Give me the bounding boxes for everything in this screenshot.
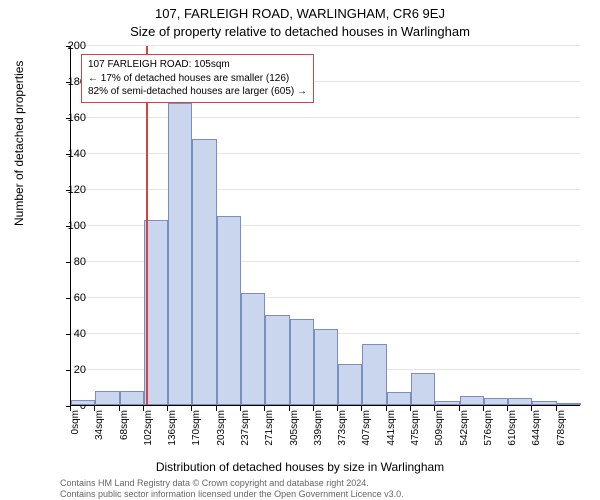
xtick-label: 644sqm	[531, 410, 542, 470]
xtick-label: 271sqm	[264, 410, 275, 470]
xtick-label: 136sqm	[167, 410, 178, 470]
xtick-label: 678sqm	[556, 410, 567, 470]
xtick-label: 237sqm	[240, 410, 251, 470]
histogram-bar	[265, 315, 289, 405]
histogram-bar	[314, 329, 338, 405]
histogram-bar	[217, 216, 241, 405]
footer-line2: Contains public sector information licen…	[60, 489, 404, 500]
histogram-bar	[484, 398, 508, 405]
histogram-bar	[532, 401, 556, 405]
histogram-bar	[435, 401, 459, 405]
histogram-bar	[95, 391, 119, 405]
xtick-label: 34sqm	[94, 410, 105, 470]
histogram-bar	[71, 400, 95, 405]
xtick-label: 305sqm	[289, 410, 300, 470]
histogram-bar	[557, 403, 581, 405]
histogram-bar	[168, 103, 192, 405]
xtick-label: 170sqm	[191, 410, 202, 470]
xtick-label: 339sqm	[313, 410, 324, 470]
histogram-bar	[460, 396, 484, 405]
histogram-bar	[411, 373, 435, 405]
chart-container: 107, FARLEIGH ROAD, WARLINGHAM, CR6 9EJ …	[0, 0, 600, 500]
xtick-label: 542sqm	[459, 410, 470, 470]
footer-attribution: Contains HM Land Registry data © Crown c…	[60, 478, 404, 500]
xtick-label: 475sqm	[410, 410, 421, 470]
xtick-label: 373sqm	[337, 410, 348, 470]
annotation-line3: 82% of semi-detached houses are larger (…	[88, 85, 307, 99]
xtick-label: 610sqm	[507, 410, 518, 470]
xtick-label: 0sqm	[70, 410, 81, 470]
xtick-label: 68sqm	[119, 410, 130, 470]
histogram-bar	[192, 139, 216, 405]
xtick-label: 576sqm	[483, 410, 494, 470]
histogram-bar	[338, 364, 362, 405]
xtick-label: 102sqm	[143, 410, 154, 470]
title-main: 107, FARLEIGH ROAD, WARLINGHAM, CR6 9EJ	[0, 6, 600, 21]
annotation-line2: ← 17% of detached houses are smaller (12…	[88, 72, 307, 86]
xtick-label: 407sqm	[361, 410, 372, 470]
histogram-bar	[508, 398, 532, 405]
footer-line1: Contains HM Land Registry data © Crown c…	[60, 478, 404, 489]
annotation-line1: 107 FARLEIGH ROAD: 105sqm	[88, 58, 307, 72]
histogram-bar	[387, 392, 411, 405]
xtick-label: 203sqm	[216, 410, 227, 470]
histogram-bar	[290, 319, 314, 405]
title-sub: Size of property relative to detached ho…	[0, 24, 600, 39]
histogram-bar	[120, 391, 144, 405]
histogram-bar	[362, 344, 386, 405]
y-axis-label: Number of detached properties	[12, 61, 26, 226]
annotation-box: 107 FARLEIGH ROAD: 105sqm← 17% of detach…	[81, 54, 314, 103]
plot-area: 107 FARLEIGH ROAD: 105sqm← 17% of detach…	[70, 46, 580, 406]
histogram-bar	[241, 293, 265, 405]
xtick-label: 441sqm	[386, 410, 397, 470]
xtick-label: 509sqm	[434, 410, 445, 470]
